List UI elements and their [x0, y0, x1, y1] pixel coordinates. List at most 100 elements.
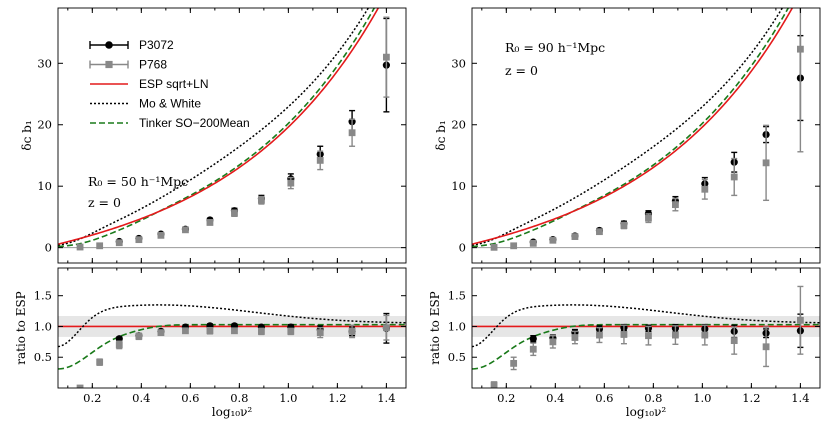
data-point — [510, 359, 518, 367]
plot-frame — [57, 267, 407, 389]
data-point — [382, 53, 390, 61]
legend-marker — [105, 41, 113, 49]
y-tick-label: 30 — [37, 56, 52, 70]
annotation-z: z = 0 — [88, 195, 121, 210]
x-tick-label: 0.4 — [546, 391, 564, 405]
y-tick-label: 0 — [459, 241, 466, 255]
data-point — [529, 345, 537, 353]
legend-label: P3072 — [139, 38, 174, 52]
x-tick-label: 0.2 — [83, 391, 101, 405]
mo-white-ratio-curve — [472, 304, 820, 348]
x-tick-label: 0.8 — [230, 391, 248, 405]
data-point — [571, 233, 579, 240]
plot-frame — [471, 7, 821, 264]
legend: P3072 P768 ESP sqrt+LN Mo & White Tinker SO−… — [89, 38, 250, 130]
x-axis-label: log₁₀ν² — [626, 405, 667, 419]
data-point — [510, 242, 518, 250]
data-point — [231, 209, 238, 217]
series-P3072 — [529, 34, 804, 246]
x-tick-label: 1.2 — [328, 391, 346, 405]
data-point — [348, 129, 356, 137]
panel-left-top: 0 10 20 30 δᴄ b₁ R₀ = 50 h⁻¹Mpc z = 0 P3072 P768… — [20, 7, 407, 264]
esp-curve — [58, 8, 380, 245]
legend-marker — [105, 60, 113, 69]
data-point — [157, 231, 165, 239]
x-tick-label: 1.2 — [742, 391, 760, 405]
data-point — [672, 331, 679, 339]
data-point — [549, 338, 557, 346]
data-point — [529, 335, 537, 343]
y-tick-label: 1.5 — [34, 289, 52, 303]
data-point — [701, 331, 709, 339]
data-point — [762, 159, 770, 167]
x-tick-label: 0.6 — [595, 391, 613, 405]
data-point — [287, 327, 295, 335]
data-point — [258, 196, 265, 204]
data-point — [672, 201, 679, 209]
data-point — [258, 327, 265, 335]
data-point — [157, 329, 165, 337]
y-axis-label: ratio to ESP — [428, 291, 442, 365]
data-point — [645, 214, 652, 222]
data-point — [762, 343, 770, 351]
panel-left-bottom: 0.2 0.4 0.6 0.8 1.0 1.2 1.4 0.5 1.0 1.5 ratio to E… — [14, 267, 407, 419]
plot-area — [472, 8, 820, 251]
data-point — [596, 228, 603, 236]
y-axis-label: δᴄ b₁ — [434, 120, 448, 150]
x-tick-label: 1.4 — [791, 391, 809, 405]
legend-label: Tinker SO−200Mean — [139, 116, 250, 130]
data-point — [348, 327, 356, 335]
annotation-r0: R₀ = 50 h⁻¹Mpc — [88, 174, 188, 189]
y-tick-label: 1.5 — [448, 289, 466, 303]
legend-label: Mo & White — [139, 97, 201, 111]
data-point — [115, 341, 123, 349]
series-P768 — [76, 314, 390, 388]
data-point — [287, 179, 295, 187]
y-tick-label: 10 — [37, 179, 52, 193]
data-point — [701, 185, 709, 193]
y-tick-label: 20 — [451, 118, 466, 132]
data-point — [571, 334, 579, 341]
data-point — [135, 236, 143, 244]
y-axis-label: δᴄ b₁ — [20, 120, 34, 150]
data-point — [96, 358, 104, 366]
data-point — [76, 384, 84, 388]
plot-area — [58, 304, 406, 388]
mo-white-curve — [472, 8, 784, 247]
mo-white-ratio-curve — [58, 304, 406, 348]
esp-curve — [472, 8, 794, 245]
data-point — [182, 226, 189, 234]
y-tick-label: 0.5 — [34, 350, 52, 364]
legend-item: Mo & White — [90, 97, 201, 111]
plot-area — [472, 285, 820, 388]
y-tick-label: 10 — [451, 179, 466, 193]
data-point — [620, 331, 628, 338]
tinker-curve — [472, 8, 790, 248]
x-axis-label: log₁₀ν² — [212, 405, 253, 419]
x-tick-label: 1.0 — [693, 391, 711, 405]
data-point — [645, 332, 652, 340]
x-tick-label: 0.4 — [132, 391, 150, 405]
data-point — [796, 316, 804, 324]
data-point — [730, 173, 738, 181]
x-tick-label: 1.0 — [279, 391, 297, 405]
y-tick-label: 20 — [37, 118, 52, 132]
data-point — [231, 327, 238, 335]
data-point — [316, 329, 324, 337]
mo-white-curve — [58, 8, 370, 247]
series-P768 — [76, 16, 390, 251]
legend-label: ESP sqrt+LN — [139, 77, 208, 91]
annotation-z: z = 0 — [505, 63, 538, 78]
x-tick-label: 0.8 — [644, 391, 662, 405]
y-tick-label: 0 — [45, 241, 52, 255]
data-point — [135, 332, 143, 340]
y-tick-label: 1.0 — [34, 319, 52, 333]
data-point — [490, 381, 498, 388]
data-point — [620, 222, 628, 229]
y-axis-label: ratio to ESP — [14, 291, 28, 365]
y-tick-label: 0.5 — [448, 350, 466, 364]
data-point — [490, 243, 498, 251]
plot-area — [58, 8, 406, 251]
plot-frame — [471, 267, 821, 389]
